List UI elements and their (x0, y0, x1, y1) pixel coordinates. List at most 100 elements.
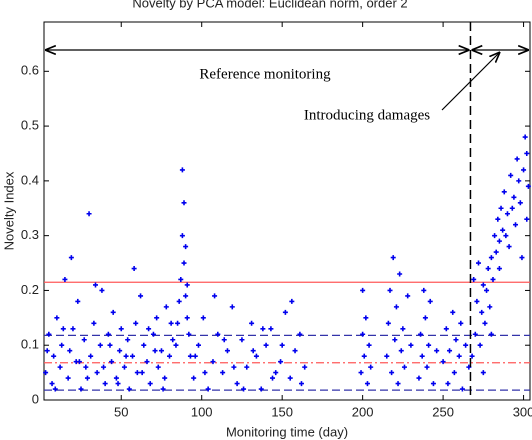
data-point (453, 337, 459, 343)
data-point (170, 337, 176, 343)
data-point (183, 293, 189, 299)
data-point (184, 282, 190, 288)
data-point (154, 315, 160, 321)
data-point (366, 342, 372, 348)
data-point (173, 342, 179, 348)
data-point (67, 348, 73, 354)
data-point (139, 370, 145, 376)
data-point (92, 282, 98, 288)
data-point (524, 216, 530, 222)
data-point (416, 375, 422, 381)
x-tick-label: 100 (191, 404, 213, 419)
data-point (493, 249, 499, 255)
data-point (361, 353, 367, 359)
data-point (155, 364, 161, 370)
data-point (440, 359, 446, 365)
data-point (113, 375, 119, 381)
data-point (131, 266, 137, 272)
data-point (501, 189, 507, 195)
data-point (387, 287, 393, 293)
data-point (397, 271, 403, 277)
chart-title: Novelty by PCA model: Euclidean norm, or… (132, 0, 407, 10)
data-point (458, 320, 464, 326)
data-point (385, 320, 391, 326)
data-point (133, 320, 139, 326)
data-point (175, 320, 181, 326)
data-point (52, 386, 58, 392)
data-point (81, 337, 87, 343)
data-point (358, 370, 364, 376)
data-point (59, 342, 65, 348)
data-point (195, 342, 201, 348)
data-point (160, 386, 166, 392)
data-point (476, 260, 482, 266)
data-point (405, 293, 411, 299)
data-point (187, 353, 193, 359)
data-point (503, 233, 509, 239)
x-axis-label: Monitoring time (day) (226, 424, 348, 439)
data-point (60, 326, 66, 332)
data-point (398, 348, 404, 354)
data-point (463, 342, 469, 348)
data-point (167, 353, 173, 359)
data-point (102, 381, 108, 387)
data-point (220, 370, 226, 376)
annotation-arrow (441, 52, 500, 111)
data-point (78, 386, 84, 392)
data-point (509, 205, 515, 211)
data-point (513, 222, 519, 228)
data-point (253, 353, 259, 359)
data-point (504, 211, 510, 217)
data-point (186, 331, 192, 337)
data-point (443, 326, 449, 332)
data-point (141, 342, 147, 348)
data-point (94, 370, 100, 376)
data-point (200, 315, 206, 321)
data-point (363, 315, 369, 321)
x-tick-label: 250 (432, 404, 454, 419)
plot-area (43, 21, 531, 401)
data-point (62, 276, 68, 282)
data-point (434, 348, 440, 354)
data-point (426, 342, 432, 348)
data-point (152, 348, 158, 354)
data-point (297, 331, 303, 337)
data-point (191, 375, 197, 381)
data-point (500, 227, 506, 233)
data-point (244, 364, 250, 370)
data-point (91, 320, 97, 326)
data-point (105, 331, 111, 337)
data-point (121, 364, 127, 370)
data-point (107, 342, 113, 348)
data-point (202, 370, 208, 376)
data-point (466, 364, 472, 370)
data-point (241, 386, 247, 392)
data-point (282, 309, 288, 315)
data-point (447, 348, 453, 354)
data-point (162, 375, 168, 381)
y-tick-label: 0 (32, 391, 39, 406)
y-tick-label: 0.3 (21, 227, 39, 242)
data-point (75, 298, 81, 304)
data-point (205, 386, 211, 392)
data-point (496, 238, 502, 244)
data-point (368, 364, 374, 370)
data-point (65, 375, 71, 381)
data-point (474, 298, 480, 304)
data-point (123, 353, 129, 359)
data-point (289, 298, 295, 304)
data-point (484, 287, 490, 293)
data-point (192, 353, 198, 359)
data-point (469, 353, 475, 359)
data-point (401, 364, 407, 370)
data-point (183, 244, 189, 250)
data-point (51, 353, 57, 359)
annotation: Reference monitoring (199, 66, 331, 82)
data-point (360, 287, 366, 293)
data-point (390, 255, 396, 261)
data-point (99, 287, 105, 293)
data-point (495, 216, 501, 222)
data-point (273, 370, 279, 376)
data-point (427, 298, 433, 304)
data-point (278, 359, 284, 365)
